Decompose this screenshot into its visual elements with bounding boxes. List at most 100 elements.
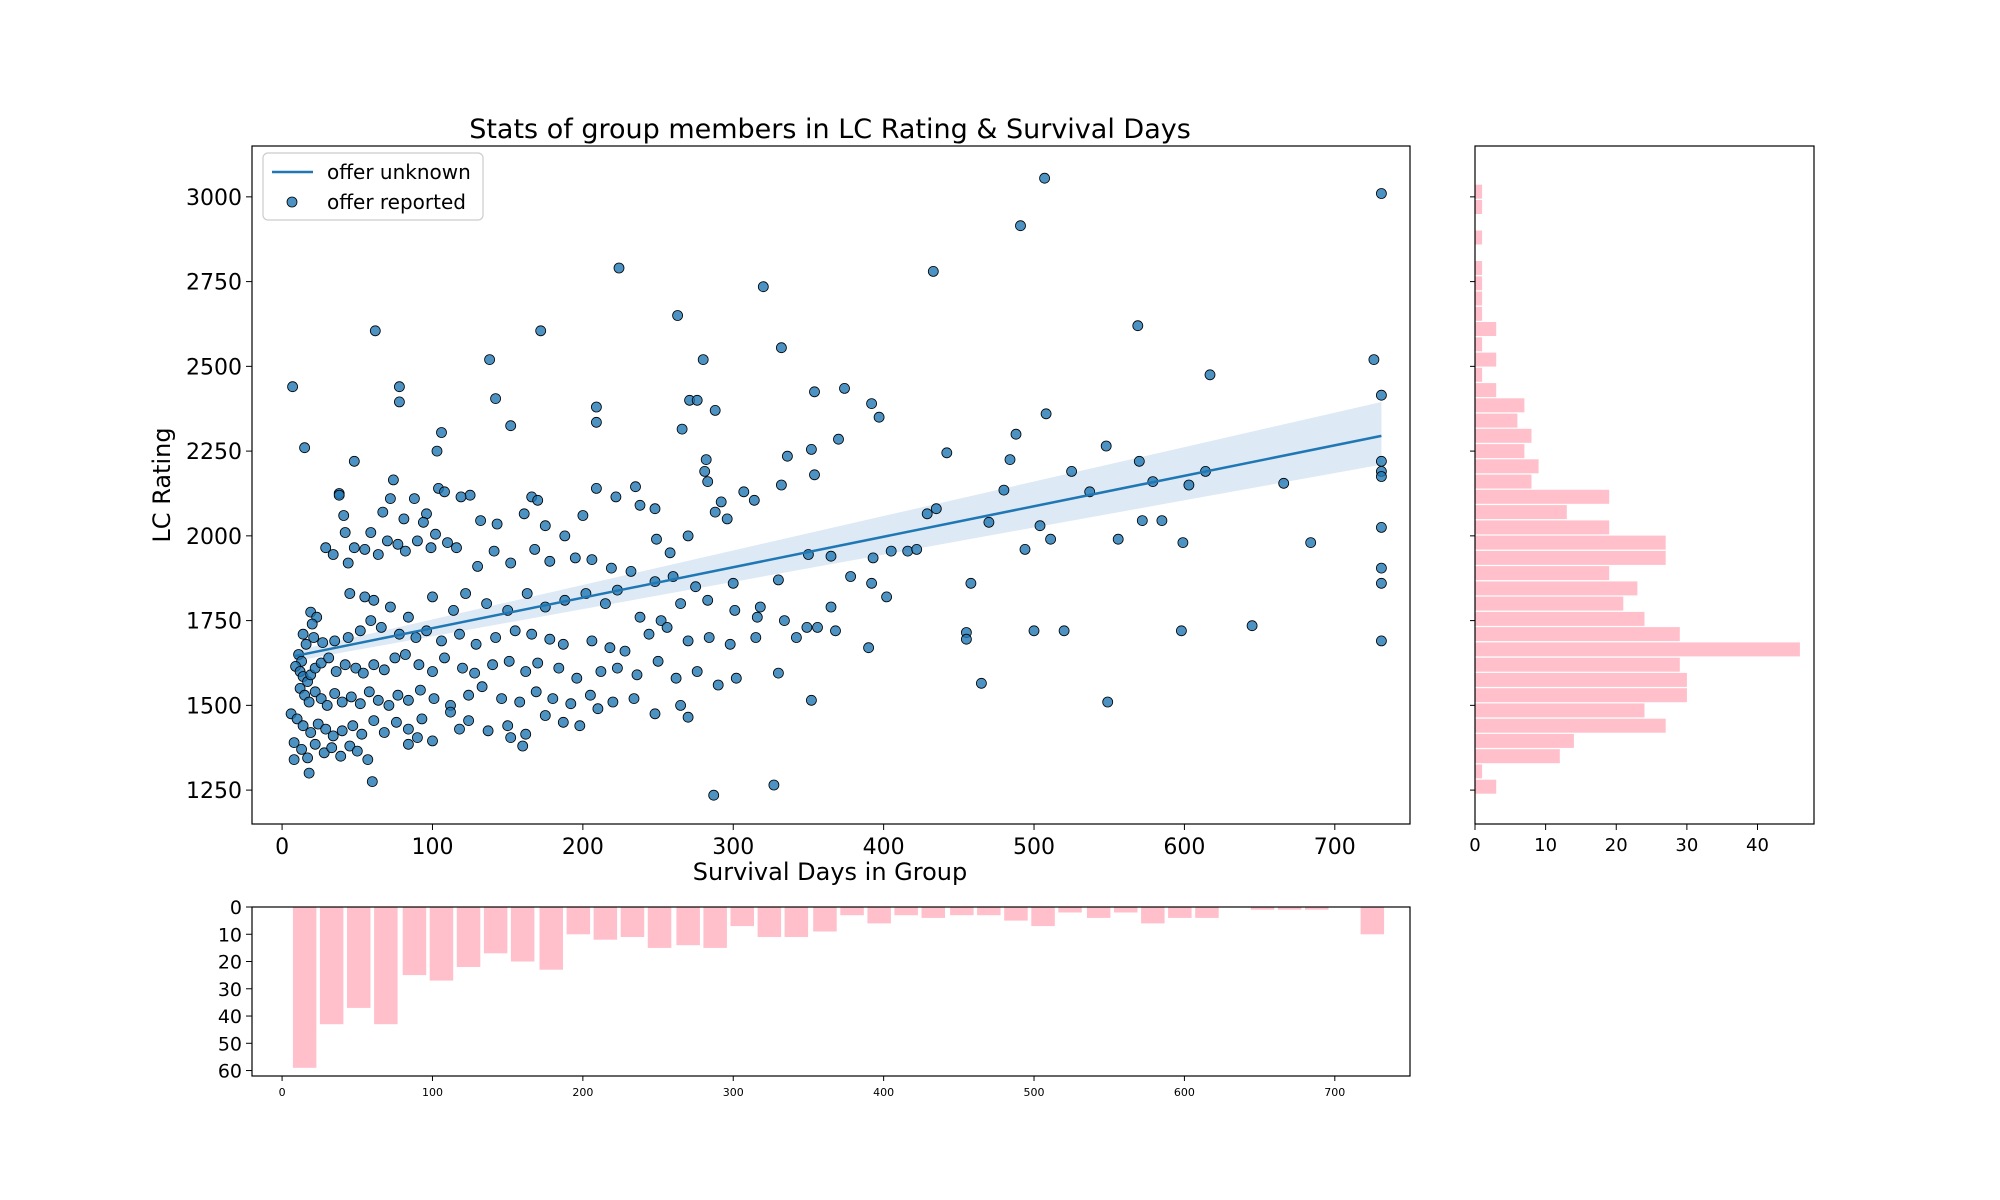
scatter-point	[488, 545, 500, 557]
scatter-point	[532, 657, 544, 669]
days-histogram-y-tick-label: 50	[218, 1033, 242, 1055]
scatter-point	[402, 738, 414, 750]
scatter-point	[520, 728, 532, 740]
rating-histogram-bar	[1475, 627, 1680, 642]
scatter-point	[553, 662, 565, 674]
scatter-point	[873, 411, 885, 423]
scatter-point	[791, 632, 802, 643]
scatter-point	[300, 638, 312, 650]
rating-histogram-bar	[1475, 779, 1497, 794]
x-tick-label: 100	[411, 835, 453, 860]
scatter-point	[377, 506, 389, 518]
days-histogram-bar	[1086, 907, 1111, 918]
scatter-point	[676, 423, 688, 435]
days-histogram-y-tick-label: 40	[218, 1006, 242, 1028]
scatter-point	[354, 698, 366, 710]
scatter-point	[368, 594, 380, 606]
scatter-point	[491, 518, 503, 530]
scatter-point	[557, 716, 569, 728]
scatter-point	[529, 544, 541, 555]
scatter-point	[518, 508, 530, 520]
scatter-point	[442, 537, 453, 548]
days-histogram-x-tick-label: 600	[1174, 1086, 1195, 1099]
scatter-point	[675, 700, 686, 711]
scatter-point	[389, 652, 401, 664]
scatter-point	[297, 720, 309, 732]
legend: offer unknown offer reported	[262, 152, 484, 221]
scatter-point	[475, 515, 487, 526]
scatter-point	[845, 571, 856, 582]
scatter-point	[454, 628, 465, 640]
rating-histogram-y-ticks	[1470, 196, 1475, 791]
rating-histogram-bar	[1475, 672, 1687, 687]
scatter-point	[348, 542, 360, 554]
scatter-point	[1040, 408, 1052, 420]
scatter-point	[708, 789, 720, 801]
scatter-point	[366, 776, 378, 787]
rating-histogram-bar	[1475, 184, 1483, 199]
days-histogram-bar	[1114, 907, 1138, 913]
scatter-point	[309, 738, 321, 750]
regression-line	[293, 434, 1382, 658]
scatter-point	[402, 723, 414, 735]
scatter-point	[393, 381, 405, 393]
scatter-point	[470, 638, 482, 650]
days-histogram-bar	[1195, 907, 1219, 918]
legend-marker-swatch	[286, 196, 298, 208]
scatter-points	[285, 172, 1387, 801]
scatter-point	[481, 598, 493, 609]
rating-histogram-x-ticks: 0 10 20 30 40	[1469, 824, 1769, 856]
scatter-point	[372, 694, 384, 706]
scatter-point	[630, 481, 641, 493]
scatter-point	[825, 601, 837, 613]
scatter-point	[315, 657, 327, 669]
days-histogram-y-tick-label: 60	[218, 1061, 242, 1083]
legend-box	[262, 152, 484, 221]
scatter-point	[411, 535, 423, 547]
rating-histogram-bar	[1475, 733, 1574, 748]
days-histogram-y-tick-label: 30	[218, 979, 242, 1001]
scatter-point	[612, 662, 623, 674]
scatter-point	[703, 632, 715, 643]
scatter-point	[727, 577, 739, 589]
scatter-point	[410, 632, 422, 643]
scatter-point	[1156, 515, 1168, 526]
scatter-point	[487, 659, 499, 671]
rating-histogram-bar	[1475, 276, 1483, 291]
scatter-point	[359, 591, 371, 603]
scatter-point	[1176, 625, 1187, 637]
scatter-point	[806, 443, 817, 455]
y-tick-label: 2250	[186, 440, 242, 465]
rating-histogram-bar	[1475, 581, 1638, 596]
scatter-point	[1034, 520, 1046, 532]
scatter-point	[544, 555, 556, 567]
days-histogram-y-ticks: 0 10 20 30 40 50 60	[218, 897, 252, 1083]
scatter-point	[655, 615, 667, 626]
scatter-point	[287, 381, 299, 393]
y-tick-label: 3000	[186, 186, 242, 211]
scatter-point	[330, 666, 342, 677]
scatter-point	[885, 545, 897, 557]
x-axis-ticks: 0 100 200 300 400 500 600 700	[275, 824, 1356, 860]
scatter-point	[482, 725, 494, 737]
scatter-point	[682, 635, 694, 647]
scatter-point	[1010, 428, 1022, 440]
scatter-point	[427, 591, 438, 603]
scatter-point	[672, 310, 683, 321]
scatter-point	[700, 454, 712, 466]
scatter-point	[463, 715, 475, 726]
scatter-point	[585, 689, 596, 701]
days-histogram-frame	[251, 906, 1411, 1077]
scatter-point	[303, 696, 315, 708]
scatter-point	[628, 693, 640, 704]
scatter-point	[651, 533, 662, 545]
scatter-point	[1015, 220, 1026, 232]
scatter-point	[327, 730, 339, 742]
scatter-point	[439, 652, 450, 664]
scatter-point	[773, 667, 784, 679]
days-histogram-y-tick-label: 20	[218, 952, 242, 974]
scatter-point	[1019, 544, 1031, 555]
days-histogram-bar	[730, 907, 754, 927]
scatter-point	[347, 720, 359, 732]
scatter-point	[399, 545, 411, 557]
